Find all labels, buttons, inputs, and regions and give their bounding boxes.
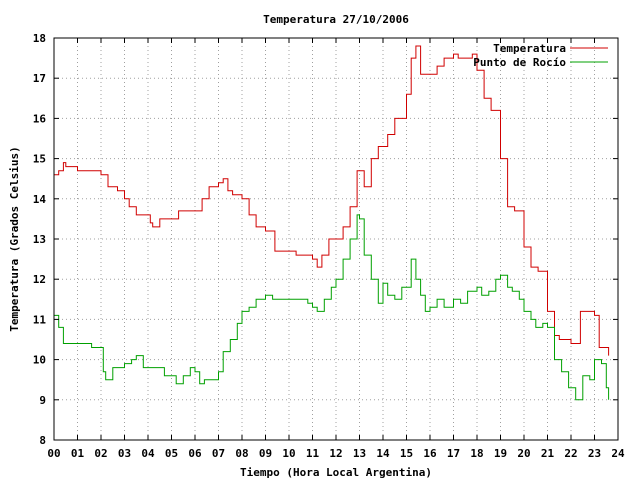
series-line-temperatura [54, 45, 610, 356]
y-tick-label: 10 [33, 354, 46, 367]
x-tick-label: 13 [353, 447, 366, 460]
x-tick-label: 07 [212, 447, 225, 460]
chart-title: Temperatura 27/10/2006 [263, 13, 409, 26]
y-tick-label: 15 [33, 153, 46, 166]
x-tick-label: 24 [611, 447, 625, 460]
x-tick-label: 09 [259, 447, 272, 460]
x-tick-label: 01 [71, 447, 85, 460]
x-tick-label: 12 [329, 447, 342, 460]
x-tick-label: 11 [306, 447, 320, 460]
y-axis-label: Temperatura (Grados Celsius) [8, 146, 21, 331]
y-tick-label: 13 [33, 233, 46, 246]
x-tick-label: 22 [564, 447, 577, 460]
x-tick-label: 10 [282, 447, 295, 460]
x-tick-label: 03 [118, 447, 131, 460]
x-tick-label: 00 [47, 447, 60, 460]
x-tick-label: 18 [470, 447, 483, 460]
x-tick-label: 23 [588, 447, 601, 460]
legend-label-temperatura: Temperatura [493, 42, 566, 55]
y-tick-label: 17 [33, 72, 46, 85]
legend: Temperatura Punto de Rocío [473, 42, 608, 69]
x-tick-label: 20 [517, 447, 530, 460]
series-lines [54, 45, 610, 401]
x-axis-label: Tiempo (Hora Local Argentina) [240, 466, 432, 479]
y-tick-label: 12 [33, 273, 46, 286]
x-tick-label: 06 [188, 447, 202, 460]
y-tick-label: 16 [33, 112, 47, 125]
legend-label-punto-de-rocio: Punto de Rocío [473, 56, 566, 69]
y-tick-label: 8 [39, 434, 46, 447]
x-tick-label: 04 [141, 447, 155, 460]
x-tick-label: 15 [400, 447, 413, 460]
axis-ticks: 00 01 02 03 04 05 06 07 08 09 10 11 12 13 14 15 16 17 18 19… [33, 32, 625, 460]
y-tick-label: 18 [33, 32, 46, 45]
x-tick-label: 14 [376, 447, 390, 460]
x-tick-label: 19 [494, 447, 507, 460]
x-tick-label: 16 [423, 447, 437, 460]
series-line-punto-de-rocio [54, 214, 610, 401]
y-tick-label: 11 [33, 313, 47, 326]
x-tick-label: 17 [447, 447, 460, 460]
y-tick-label: 14 [33, 193, 47, 206]
x-tick-label: 02 [94, 447, 107, 460]
x-tick-label: 21 [541, 447, 555, 460]
x-tick-label: 05 [165, 447, 178, 460]
y-tick-label: 9 [39, 394, 46, 407]
x-tick-label: 08 [235, 447, 248, 460]
grid [54, 38, 618, 440]
